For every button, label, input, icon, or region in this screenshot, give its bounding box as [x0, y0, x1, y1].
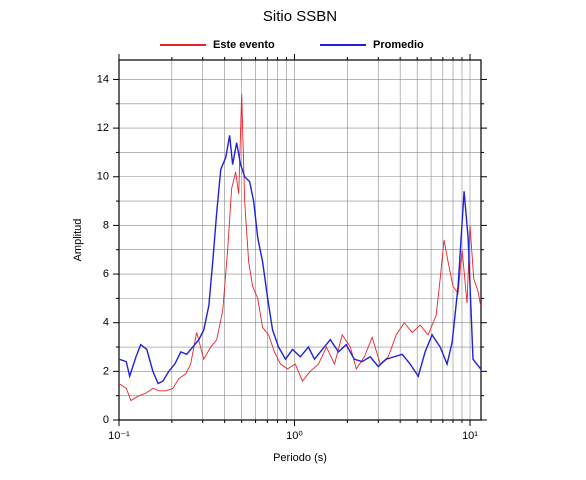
y-axis-label: Amplitud	[72, 219, 84, 262]
y-tick-label: 12	[97, 122, 109, 134]
chart-title: Sitio SSBN	[263, 8, 337, 25]
x-tick-label: 10¹	[462, 430, 478, 442]
x-tick-label: 10⁻¹	[108, 430, 130, 442]
y-tick-label: 0	[103, 414, 109, 426]
y-tick-label: 14	[97, 73, 109, 85]
plot-frame	[118, 59, 482, 421]
y-tick-label: 4	[103, 317, 109, 329]
series-line	[119, 135, 481, 385]
series-line	[119, 94, 481, 402]
y-tick-label: 6	[103, 268, 109, 280]
x-axis-label: Periodo (s)	[273, 452, 327, 464]
x-tick-label: 10⁰	[286, 430, 303, 442]
legend-label: Este evento	[213, 39, 275, 51]
y-tick-label: 8	[103, 219, 109, 231]
legend-label: Promedio	[373, 39, 424, 51]
y-tick-label: 10	[97, 171, 109, 183]
y-tick-label: 2	[103, 365, 109, 377]
